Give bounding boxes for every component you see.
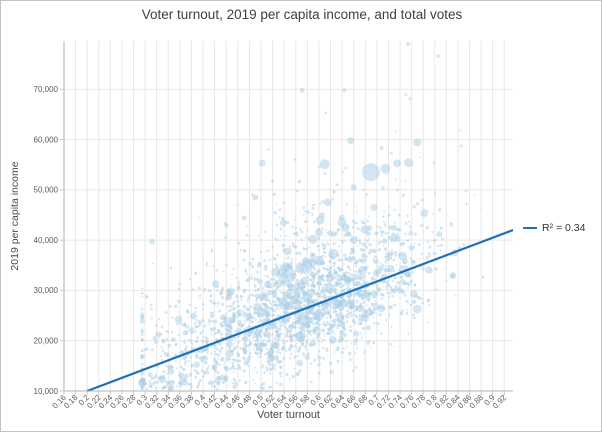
data-points [138, 42, 485, 391]
y-tick-labels: 10,000 20,000 30,000 40,000 50,000 60,000 70,0… [34, 85, 64, 396]
svg-text:30,000: 30,000 [34, 286, 59, 295]
trendline-legend-swatch [523, 226, 537, 230]
svg-text:60,000: 60,000 [34, 135, 59, 144]
svg-text:40,000: 40,000 [34, 236, 59, 245]
y-axis-title: 2019 per capita income [9, 161, 21, 271]
x-tick-labels: 0.160.180.20.220.240.260.280.30.320.340.… [51, 391, 509, 410]
svg-text:20,000: 20,000 [34, 337, 59, 346]
svg-text:10,000: 10,000 [34, 387, 59, 396]
chart-title: Voter turnout, 2019 per capita income, a… [141, 7, 463, 22]
trend-line [86, 229, 514, 393]
legend: R² = 0.34 [523, 222, 585, 234]
svg-text:50,000: 50,000 [34, 186, 59, 195]
legend-label: R² = 0.34 [542, 222, 586, 234]
svg-text:70,000: 70,000 [34, 85, 59, 94]
svg-text:0.92: 0.92 [491, 393, 509, 411]
x-axis-title: Voter turnout [257, 409, 320, 421]
gridlines [63, 41, 513, 392]
